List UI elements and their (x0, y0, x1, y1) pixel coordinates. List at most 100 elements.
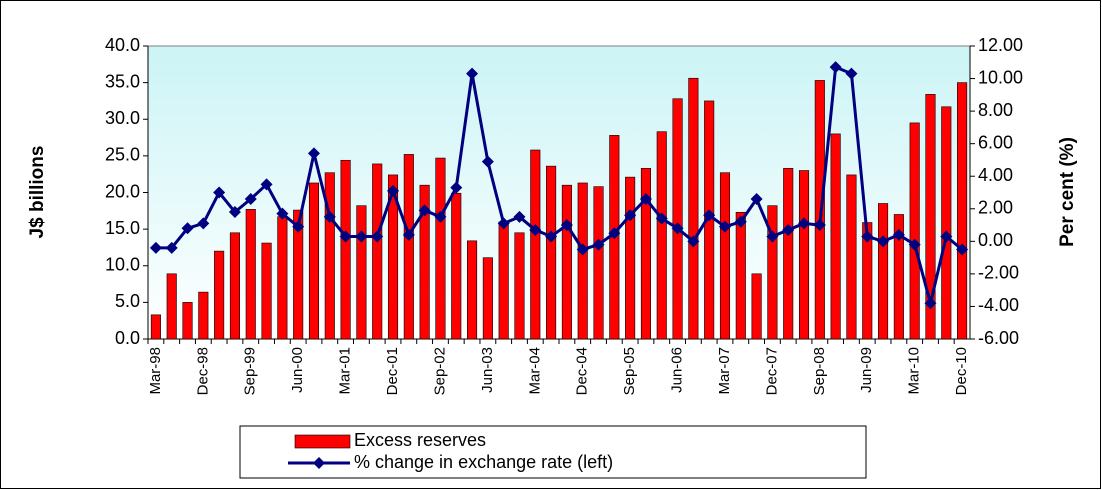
bar (514, 232, 525, 340)
x-tick-label: Sep-02 (431, 347, 448, 395)
line-marker (718, 220, 731, 233)
line-marker (545, 230, 558, 243)
y-tick-label: 25.0 (105, 145, 140, 165)
line-marker (924, 297, 937, 310)
y-tick-label: 20.0 (105, 181, 140, 201)
line-marker (766, 230, 779, 243)
bar (878, 203, 889, 340)
bar (688, 77, 699, 340)
bar (198, 291, 209, 340)
bar (593, 186, 604, 340)
line-marker (608, 227, 621, 240)
legend (239, 425, 867, 479)
bar (482, 257, 493, 340)
y2-tick-label: 2.00 (978, 198, 1013, 218)
line-marker (861, 230, 874, 243)
bar (356, 205, 367, 340)
line (155, 65, 964, 304)
bar (277, 216, 288, 340)
line-marker (529, 223, 542, 236)
line-marker (576, 243, 589, 256)
bar (182, 302, 193, 340)
line-marker (165, 241, 178, 254)
line-marker (276, 207, 289, 220)
bar (925, 94, 936, 340)
bar (577, 182, 588, 340)
x-tick-label: Jun-03 (479, 347, 496, 393)
x-tick-label: Mar-10 (906, 347, 923, 395)
line-marker (497, 217, 510, 230)
line-marker (671, 222, 684, 235)
y2-tick-label: -2.00 (978, 263, 1019, 283)
y2-tick-label: 8.00 (978, 100, 1013, 120)
bar (672, 98, 683, 340)
line-marker (323, 210, 336, 223)
bar (419, 184, 430, 340)
x-tick-label: Dec-01 (384, 347, 401, 395)
bar (150, 314, 161, 340)
bar (229, 232, 240, 340)
line-marker (782, 223, 795, 236)
line-marker (734, 215, 747, 228)
y2-axis-title: Per cent (%) (1057, 137, 1078, 247)
bar (941, 106, 952, 340)
line-marker (387, 184, 400, 197)
bar (814, 80, 825, 340)
y-axis-title: J$ billions (27, 146, 48, 239)
line-marker (703, 209, 716, 222)
x-tick-label: Mar-01 (337, 347, 354, 395)
y2-tick-label: 12.00 (978, 35, 1023, 55)
bar (467, 240, 478, 340)
line-marker (355, 230, 368, 243)
line-marker (292, 220, 305, 233)
bar (625, 176, 636, 340)
line-marker (639, 193, 652, 206)
bar (245, 209, 256, 340)
line-marker (798, 217, 811, 230)
bar (561, 184, 572, 340)
line-marker (434, 210, 447, 223)
line-marker (624, 209, 637, 222)
line-marker (877, 235, 890, 248)
bar (783, 168, 794, 340)
bar (166, 273, 177, 340)
x-tick-label: Mar-07 (716, 347, 733, 395)
bar (387, 174, 399, 340)
y2-tick-label: 10.00 (978, 67, 1023, 87)
bar (909, 122, 920, 340)
bar (308, 182, 320, 340)
line-marker (813, 219, 826, 232)
line-marker (513, 210, 526, 223)
y2-tick-label: 6.00 (978, 132, 1013, 152)
y-tick-label: 30.0 (105, 108, 140, 128)
bar (530, 149, 541, 340)
x-tick-label: Mar-04 (526, 347, 543, 395)
line-marker (339, 230, 352, 243)
bar (957, 82, 968, 340)
legend-marker (313, 457, 325, 469)
bar (261, 242, 272, 340)
legend-label: % change in exchange rate (left) (354, 452, 613, 472)
line-marker (956, 243, 969, 256)
bar (656, 131, 667, 340)
y2-tick-label: -4.00 (978, 295, 1019, 315)
x-tick-label: Jun-09 (858, 347, 875, 393)
bar (324, 172, 335, 340)
x-tick-label: Sep-99 (242, 347, 259, 395)
x-tick-label: Dec-04 (574, 347, 591, 395)
line-marker (181, 222, 194, 235)
line-marker (244, 193, 257, 206)
line-marker (418, 204, 431, 217)
bar (293, 209, 304, 340)
y2-tick-label: 0.00 (978, 230, 1013, 250)
line-marker (402, 228, 415, 241)
line-marker (466, 67, 479, 80)
bar (767, 205, 778, 340)
line-marker (307, 147, 320, 160)
line-marker (750, 193, 763, 206)
line-marker (371, 230, 384, 243)
bar (498, 221, 509, 340)
x-tick-label: Dec-07 (763, 347, 780, 395)
line-marker (829, 61, 842, 74)
